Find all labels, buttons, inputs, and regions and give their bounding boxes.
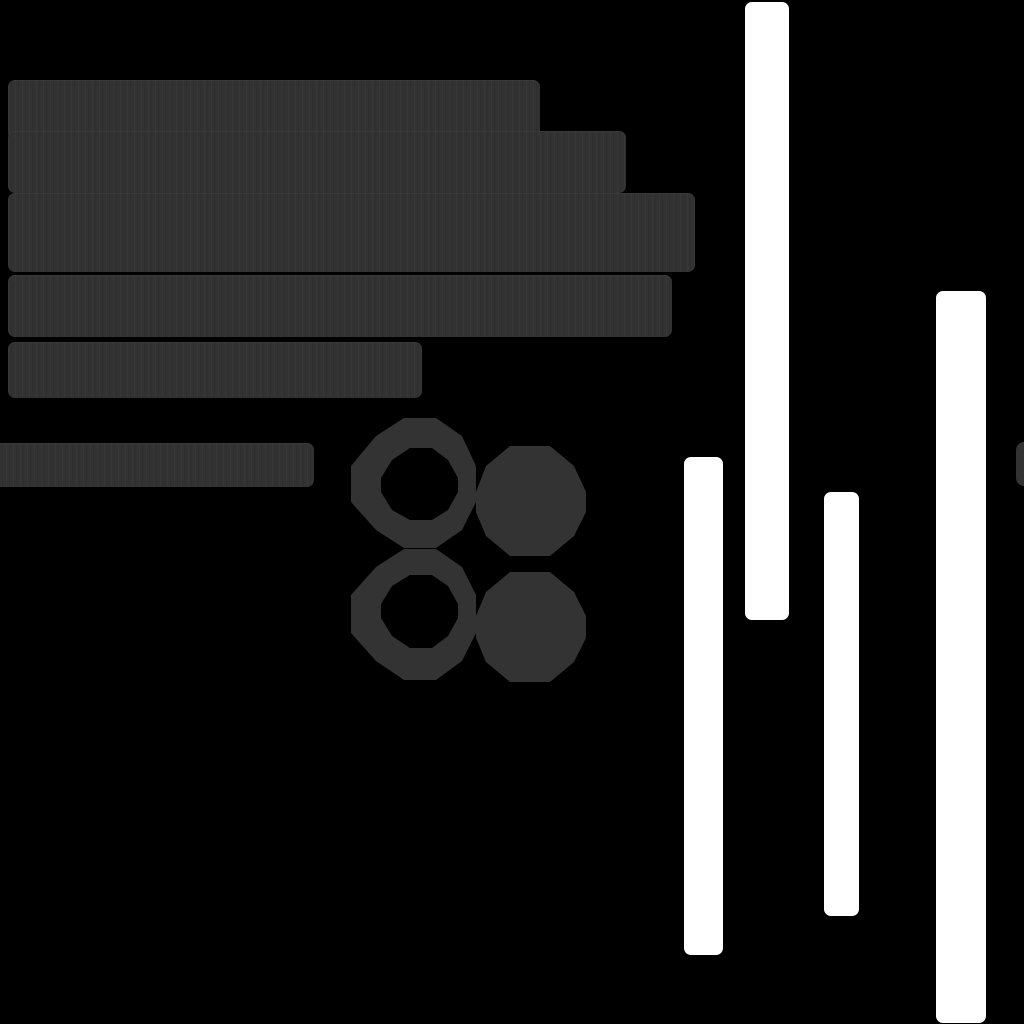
white-strip-2 bbox=[684, 457, 723, 955]
panel-bar-3 bbox=[8, 193, 695, 272]
ring-knob-top-icon bbox=[351, 418, 476, 548]
panel-bar-1 bbox=[8, 80, 540, 140]
solid-knob-bottom-icon bbox=[476, 572, 586, 682]
white-strip-3 bbox=[824, 492, 859, 916]
panel-bar-4 bbox=[8, 275, 672, 337]
knob-cluster bbox=[351, 418, 586, 682]
solid-knob-top-icon bbox=[476, 446, 586, 556]
edge-nub bbox=[1016, 442, 1024, 486]
white-strip-4 bbox=[936, 291, 986, 1023]
panel-bar-6 bbox=[0, 443, 314, 487]
panel-bar-5 bbox=[8, 342, 422, 398]
ring-knob-bottom-icon bbox=[351, 549, 476, 680]
white-strip-1 bbox=[745, 2, 789, 620]
panel-bar-2 bbox=[8, 131, 626, 193]
